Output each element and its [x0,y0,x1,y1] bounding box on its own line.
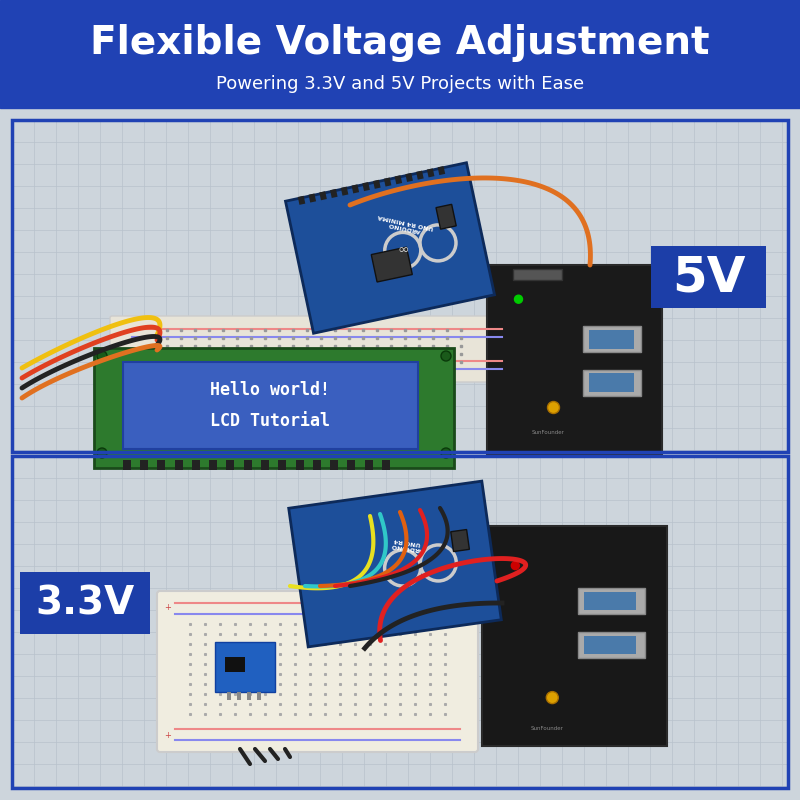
Bar [296,460,304,470]
Bar [514,269,562,280]
Bar [12,120,788,452]
Bar [436,204,456,229]
Bar [226,460,234,470]
Bar [0,0,800,108]
Bar [140,460,148,470]
Bar [362,182,370,191]
Text: Flexible Voltage Adjustment: Flexible Voltage Adjustment [90,24,710,62]
Text: Powering 3.3V and 5V Projects with Ease: Powering 3.3V and 5V Projects with Ease [216,75,584,94]
Bar [174,460,182,470]
Text: 5V: 5V [672,253,746,301]
Circle shape [546,691,558,704]
Text: 3.3V: 3.3V [35,584,134,622]
Bar [123,362,418,449]
Bar [583,370,641,396]
Bar [584,636,635,654]
Bar [123,460,131,470]
Text: Hello world!: Hello world! [210,381,330,399]
Circle shape [511,562,519,570]
Circle shape [97,351,107,361]
Bar [215,642,275,692]
Bar [365,460,373,470]
Bar [278,460,286,470]
Bar [210,460,218,470]
Bar [237,692,241,700]
Bar [12,456,788,788]
Bar [227,692,231,700]
Bar [482,526,667,746]
Bar [578,587,645,614]
Circle shape [547,402,559,414]
Circle shape [514,295,522,303]
Bar [244,460,252,470]
Bar [20,572,150,634]
Circle shape [97,448,107,458]
Bar [589,374,634,392]
Bar [438,166,445,175]
Bar [313,460,321,470]
Circle shape [441,448,451,458]
Bar [261,460,269,470]
Text: ARDUINO
UNO R4: ARDUINO UNO R4 [390,537,425,552]
Bar [384,178,391,186]
Text: ARDUINO
UNO R4 MINIMA: ARDUINO UNO R4 MINIMA [377,213,434,235]
Bar [651,246,766,308]
Bar [406,173,413,182]
Polygon shape [289,481,502,647]
Bar [319,191,327,200]
Bar [12,456,788,788]
Text: ∞: ∞ [397,243,409,258]
Bar [192,460,200,470]
Bar [158,460,166,470]
Bar [298,196,306,205]
Text: LCD Tutorial: LCD Tutorial [210,412,330,430]
Bar [347,460,355,470]
Bar [427,168,434,178]
FancyBboxPatch shape [157,591,478,752]
Bar [584,592,635,610]
Bar [382,460,390,470]
Bar [309,194,316,202]
Circle shape [441,351,451,361]
Bar [257,692,261,700]
Bar [373,180,381,189]
Bar [578,632,645,658]
Bar [225,657,245,672]
Bar [341,186,348,196]
Bar [12,120,788,452]
Bar [330,189,338,198]
Bar [394,175,402,184]
Bar [330,460,338,470]
Bar [371,247,412,282]
Polygon shape [286,162,494,334]
Text: SunFounder: SunFounder [530,726,563,731]
Text: +: + [165,730,171,739]
Bar [94,348,454,468]
Bar [589,330,634,349]
Bar [416,170,424,180]
Bar [487,265,662,455]
Bar [450,530,470,551]
Bar [583,326,641,352]
Bar [247,692,251,700]
FancyBboxPatch shape [110,316,524,382]
Bar [351,184,359,194]
Text: SunFounder: SunFounder [532,430,565,434]
Text: +: + [165,603,171,613]
